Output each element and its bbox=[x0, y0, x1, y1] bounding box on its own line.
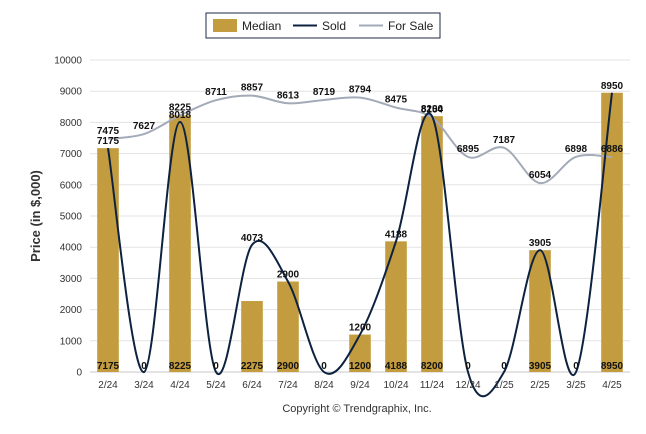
median-value-label: 0 bbox=[141, 361, 147, 372]
median-value-label: 0 bbox=[501, 361, 507, 372]
for-sale-value-label: 8711 bbox=[205, 87, 227, 98]
median-value-label: 0 bbox=[321, 361, 327, 372]
median-value-label: 2275 bbox=[241, 361, 264, 372]
for-sale-value-label: 7627 bbox=[133, 121, 156, 132]
y-tick-label: 2000 bbox=[60, 305, 83, 316]
for-sale-value-label: 8154 bbox=[421, 105, 444, 116]
sold-value-labels: 7175 8018 4073 2900 1200 4188 8200 3905 8950 bbox=[97, 81, 624, 334]
median-value-label: 8950 bbox=[601, 361, 624, 372]
x-tick-label: 2/24 bbox=[98, 380, 118, 391]
median-value-label: 8225 bbox=[169, 361, 192, 372]
median-value-label: 0 bbox=[213, 361, 219, 372]
legend-label: Sold bbox=[322, 19, 346, 33]
sold-value-label: 3905 bbox=[529, 238, 552, 249]
x-tick-label: 3/25 bbox=[566, 380, 586, 391]
bar bbox=[97, 148, 119, 372]
x-tick-label: 2/25 bbox=[530, 380, 550, 391]
median-value-label: 8200 bbox=[421, 361, 444, 372]
bar bbox=[421, 116, 443, 372]
for-sale-value-label: 6054 bbox=[529, 170, 552, 181]
copyright-text: Copyright © Trendgraphix, Inc. bbox=[282, 403, 431, 415]
x-tick-label: 11/24 bbox=[420, 380, 445, 391]
sold-value-label: 4073 bbox=[241, 233, 264, 244]
y-axis-label: Price (in $,000) bbox=[28, 170, 43, 262]
median-value-label: 0 bbox=[573, 361, 579, 372]
y-tick-label: 8000 bbox=[60, 118, 83, 129]
median-value-label: 7175 bbox=[97, 361, 120, 372]
median-value-label: 2900 bbox=[277, 361, 300, 372]
x-tick-label: 5/24 bbox=[206, 380, 226, 391]
y-tick-label: 6000 bbox=[60, 180, 83, 191]
y-tick-label: 7000 bbox=[60, 149, 83, 160]
for-sale-value-label: 8794 bbox=[349, 85, 372, 96]
bar-value-labels: 7175 0 8225 0 2275 2900 0 1200 4188 8200 0 0 3905 0 89… bbox=[97, 361, 624, 372]
for-sale-value-label: 6895 bbox=[457, 144, 480, 155]
y-tick-label: 9000 bbox=[60, 87, 83, 98]
y-tick-label: 0 bbox=[76, 368, 82, 379]
legend-label: Median bbox=[242, 19, 281, 33]
x-axis-ticks: 2/24 3/24 4/24 5/24 6/24 7/24 8/24 9/24 10/24 11/… bbox=[98, 380, 622, 391]
sold-value-label: 8950 bbox=[601, 81, 624, 92]
bar bbox=[277, 281, 299, 372]
legend-label: For Sale bbox=[388, 19, 434, 33]
for-sale-value-label: 8719 bbox=[313, 87, 336, 98]
x-tick-label: 4/24 bbox=[170, 380, 190, 391]
x-tick-label: 3/24 bbox=[134, 380, 154, 391]
y-tick-label: 3000 bbox=[60, 274, 83, 285]
bar bbox=[601, 92, 623, 372]
for-sale-value-label: 6886 bbox=[601, 144, 624, 155]
for-sale-value-label: 8225 bbox=[169, 102, 192, 113]
bar bbox=[169, 115, 191, 372]
y-tick-label: 5000 bbox=[60, 212, 83, 223]
y-tick-label: 4000 bbox=[60, 243, 83, 254]
x-tick-label: 1/25 bbox=[494, 380, 514, 391]
bars-median bbox=[97, 92, 623, 372]
x-tick-label: 4/25 bbox=[602, 380, 622, 391]
y-tick-label: 1000 bbox=[60, 336, 83, 347]
median-value-label: 1200 bbox=[349, 361, 372, 372]
median-value-label: 3905 bbox=[529, 361, 552, 372]
legend: Median Sold For Sale bbox=[205, 12, 441, 39]
x-tick-label: 6/24 bbox=[242, 380, 262, 391]
for-sale-value-label: 7475 bbox=[97, 126, 120, 137]
x-tick-label: 12/24 bbox=[455, 380, 480, 391]
x-tick-label: 7/24 bbox=[278, 380, 298, 391]
bar bbox=[241, 301, 263, 372]
bar bbox=[529, 250, 551, 372]
for-sale-line bbox=[107, 94, 613, 185]
sold-value-label: 1200 bbox=[349, 323, 372, 334]
for-sale-value-label: 7187 bbox=[493, 135, 516, 146]
lines bbox=[107, 92, 613, 398]
legend-swatch bbox=[213, 19, 237, 32]
for-sale-value-label: 6898 bbox=[565, 144, 588, 155]
sold-value-label: 7175 bbox=[97, 136, 120, 147]
median-value-label: 0 bbox=[465, 361, 471, 372]
x-tick-label: 8/24 bbox=[314, 380, 334, 391]
for-sale-value-labels: 7475 7627 8225 8711 8857 8613 8719 8794 8475 8154… bbox=[97, 83, 624, 181]
sold-value-label: 2900 bbox=[277, 270, 300, 281]
x-tick-label: 10/24 bbox=[383, 380, 408, 391]
sold-value-label: 4188 bbox=[385, 229, 408, 240]
for-sale-value-label: 8475 bbox=[385, 95, 408, 106]
median-value-label: 4188 bbox=[385, 361, 408, 372]
y-axis-ticks: 0 1000 2000 3000 4000 5000 6000 7000 8000 9000 100… bbox=[54, 56, 82, 379]
bar bbox=[385, 241, 407, 372]
x-tick-label: 9/24 bbox=[350, 380, 370, 391]
legend-frame bbox=[205, 12, 441, 39]
for-sale-value-label: 8857 bbox=[241, 83, 264, 94]
sold-line bbox=[107, 92, 613, 398]
y-tick-label: 10000 bbox=[54, 56, 82, 67]
for-sale-value-label: 8613 bbox=[277, 90, 300, 101]
sold-value-label: 8018 bbox=[169, 110, 192, 121]
sold-value-label: 8200 bbox=[421, 104, 444, 115]
